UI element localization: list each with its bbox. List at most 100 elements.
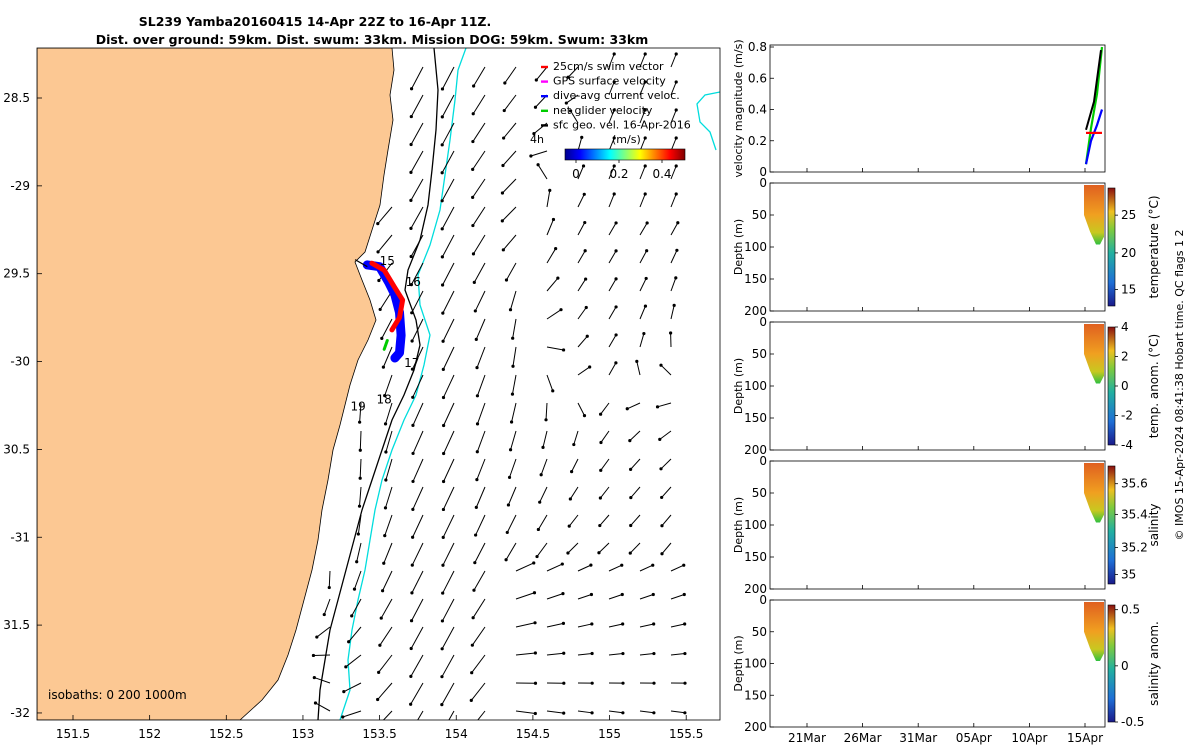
velocity-vector [442,570,455,594]
velocity-vector-head [469,698,473,702]
velocity-vector [670,305,675,320]
velocity-vector [515,562,534,572]
velocity-vector [314,677,331,684]
velocity-vector [359,430,362,451]
velocity-vector-head [614,361,618,365]
velocity-vector [441,150,455,174]
map-ytick-label: 28.5 [3,91,30,105]
depth-tick-label: 0 [759,593,767,607]
velocity-vector [411,598,424,621]
velocity-vector-head [560,562,564,566]
velocity-vector-head [674,192,678,196]
section-colorbar [1107,604,1116,723]
velocity-vector-head [376,250,380,254]
velocity-vector [442,486,455,510]
velocity-vector [412,346,424,370]
velocity-vector-head [651,563,655,567]
velocity-vector-head [612,164,616,168]
velocity-vector [411,570,424,594]
velocity-vector [442,262,455,286]
velocity-vector [410,234,424,257]
velocity-vector [383,542,393,564]
velocity-vector [608,623,623,628]
velocity-vector-head [643,304,648,308]
day-marker-label: 16 [406,275,421,289]
velocity-vector [577,278,587,292]
velocity-vector [342,710,362,718]
velocity-vector [608,362,617,376]
velocity-vector [441,654,455,677]
velocity-vector [506,514,517,533]
velocity-vector-head [441,591,445,595]
velocity-vector [629,542,641,554]
velocity-vector [510,430,517,450]
velocity-vector-head [409,87,414,91]
velocity-vector [377,234,393,253]
velocity-vector [515,622,536,628]
velocity-vector [443,402,455,426]
velocity-vector-head [590,711,594,715]
velocity-vector-head [643,52,647,56]
velocity-vector [670,53,677,68]
velocity-vector-head [440,115,444,119]
isobath-1000m [317,48,439,720]
velocity-vector [442,514,455,538]
velocity-vector-head [590,622,594,626]
colorbar-title: temperature (°C) [1147,196,1161,299]
velocity-vector [382,570,393,591]
velocity-vector [442,346,455,370]
colorbar-tick-label: -0.5 [1121,715,1144,729]
velocity-vector [670,564,684,572]
velocity-vector-head [652,711,656,715]
velocity-vector-head [503,81,507,85]
velocity-vector [600,430,610,443]
velocity-vector [410,682,424,705]
velocity-vector-head [409,170,413,174]
velocity-vector-head [614,277,618,281]
colorbar-tick-label: 25 [1121,208,1136,222]
velocity-vector-head [470,671,474,675]
colorbar-tick-label: -4 [1121,438,1133,452]
velocity-vector [639,193,646,208]
velocity-vector [411,66,424,89]
map-axis-ticks: 151.5 152 152.5 153 153.5 154 154.5 155 155.5 28.… [3,91,703,741]
velocity-vector-head [562,651,566,655]
velocity-vector [670,250,678,264]
depth-tick-label: 50 [752,486,767,500]
velocity-vector-head [676,221,680,225]
velocity-vector [410,178,424,201]
velocity-vector [515,710,536,714]
velocity-vector-head [358,420,362,424]
colorbar-tick-label: 4 [1121,320,1129,334]
velocity-vector-head [475,450,479,454]
velocity-vector-head [643,192,647,196]
map-xtick-label: 155 [598,727,621,741]
velocity-vector-head [470,643,474,647]
velocity-vector [473,570,486,591]
profile-section-fill [1084,463,1104,523]
velocity-vector-head [315,635,319,639]
depth-tick-label: 0 [759,454,767,468]
velocity-vector [381,318,393,339]
velocity-vector [630,486,641,498]
velocity-vector-head [501,248,505,252]
depth-tick-label: 50 [752,625,767,639]
velocity-vector [475,486,486,508]
velocity-vector-head [589,563,593,567]
track-centerline [354,259,368,268]
velocity-vector [639,81,646,96]
velocity-vector-head [674,276,678,280]
velocity-vector-head [561,592,565,596]
velocity-vector-head [533,681,538,685]
velocity-vector-head [384,478,388,482]
velocity-vector-head [612,136,616,140]
time-tick-label: 31Mar [899,731,937,745]
velocity-vector-head [585,334,589,338]
velocity-vector [670,594,685,600]
chart-title-line1: SL239 Yamba20160415 14-Apr 22Z to 16-Apr… [139,14,491,29]
velocity-vector-head [382,561,386,565]
velocity-vector-head [440,143,444,147]
velocity-vector-head [502,108,506,113]
velocity-vector [472,150,486,170]
depth-tick-label: 200 [744,720,767,734]
